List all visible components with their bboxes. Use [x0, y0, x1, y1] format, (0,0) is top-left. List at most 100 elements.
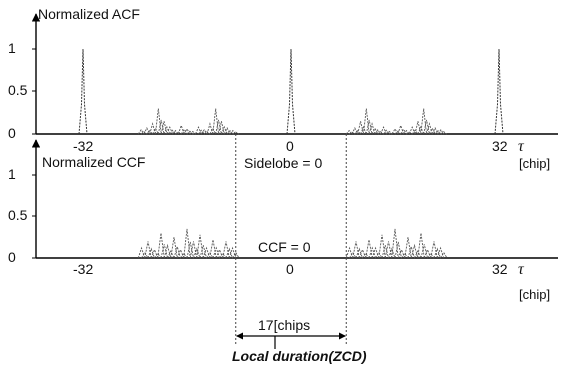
acf-region-1-bump-12 [414, 121, 422, 135]
acf-region-0-subbump-12 [209, 127, 217, 135]
acf-marks [32, 48, 504, 135]
acf-region-1-bump-10 [403, 129, 410, 135]
ccf-region-0-bump-11 [209, 239, 217, 259]
acf-region-0-bump-9 [189, 130, 196, 135]
ccf-region-0-subbump-2 [154, 252, 162, 259]
acf-region-0-subbump-6 [175, 131, 182, 135]
acf-region-0-bump-2 [149, 122, 156, 135]
ccf-region-0-subbump-8 [193, 247, 201, 259]
ccf-region-1-subbump-7 [394, 241, 402, 259]
acf-region-0-bump-4 [160, 121, 168, 135]
acf-region-0-bump-16 [229, 129, 237, 135]
ccf-region-1-subbump-6 [388, 247, 396, 259]
ccf-region-0-bump-5 [170, 237, 178, 259]
acf-region-0-subbump-5 [169, 129, 176, 135]
acf-ytick-0: 0 [8, 125, 16, 141]
acf-region-0-subbump-9 [192, 132, 199, 135]
acf-region-1-subbump-1 [354, 130, 361, 135]
acf-region-1-bump-16 [437, 128, 445, 135]
ccf-region-0-bump-14 [228, 246, 237, 259]
ccf-x-unit: [chip] [519, 287, 550, 302]
ccf-region-0-bump-3 [157, 233, 165, 259]
acf-region-1-subbump-11 [411, 129, 419, 135]
acf-region-1-subbump-2 [360, 125, 367, 135]
ccf-region-1-bump-2 [358, 248, 367, 259]
acf-region-0-bump-1 [143, 127, 151, 135]
acf-region-1-bump-0 [345, 129, 353, 135]
acf-region-1-subbump-13 [423, 119, 430, 135]
acf-region-1-bump-3 [363, 108, 370, 135]
ccf-region-0-bump-8 [189, 241, 198, 259]
acf-ytick-1: 1 [8, 40, 16, 56]
acf-region-0-bump-15 [223, 127, 231, 135]
acf-region-0-subbump-11 [203, 131, 211, 135]
acf-x-symbol: τ [518, 138, 525, 155]
acf-region-1-subbump-16 [440, 131, 447, 135]
ccf-region-0-bump-7 [183, 228, 191, 259]
acf-region-0-subbump-16 [232, 131, 239, 135]
acf-region-1-subbump-7 [389, 132, 396, 135]
acf-region-0-bump-5 [166, 126, 174, 135]
acf-panel: Normalized ACF 1 0.5 0 -32 0 32 τ [chip]… [8, 6, 558, 171]
acf-peak-2 [494, 48, 504, 135]
acf-region-0-subbump-4 [163, 125, 171, 135]
ccf-panel: Normalized CCF 1 0.5 0 -32 0 32 τ [chip]… [8, 139, 558, 302]
acf-region-0-subbump-15 [226, 130, 234, 135]
ccf-region-1-bump-14 [436, 246, 445, 259]
acf-region-1-bump-1 [351, 127, 359, 135]
acf-region-0-subbump-7 [180, 128, 188, 135]
ccf-title: Normalized CCF [42, 154, 145, 170]
acf-annotation: Sidelobe = 0 [244, 155, 322, 171]
ccf-region-1-bump-8 [397, 248, 406, 259]
acf-xtick-0: 0 [286, 138, 294, 154]
acf-region-0-bump-10 [195, 126, 202, 135]
acf-region-0-bump-14 [218, 121, 225, 135]
acf-region-0-subbump-13 [215, 119, 222, 135]
acf-region-1-subbump-6 [383, 129, 390, 135]
acf-region-1-bump-6 [380, 126, 387, 135]
ccf-region-1-subbump-13 [433, 247, 441, 259]
ccf-x-symbol: τ [518, 261, 525, 278]
ccf-ytick-0: 0 [8, 249, 16, 265]
ccf-region-1-bump-1 [352, 241, 360, 259]
ccf-region-1-bump-11 [417, 233, 425, 259]
ccf-region-0-bump-0 [137, 246, 146, 259]
acf-ytick-0.5: 0.5 [8, 82, 28, 98]
acf-region-1-subbump-15 [434, 130, 442, 135]
acf-region-1-subbump-3 [365, 119, 373, 135]
acf-region-1-subbump-5 [377, 131, 384, 135]
zcd-span-label: 17[chips [258, 317, 310, 333]
acf-region-0-bump-6 [172, 129, 179, 135]
ccf-region-0-subbump-3 [160, 244, 168, 259]
acf-region-0-subbump-2 [152, 127, 159, 135]
ccf-region-0-subbump-6 [180, 252, 188, 259]
acf-peak-0 [78, 48, 88, 135]
acf-region-0-bump-3 [155, 108, 162, 135]
acf-region-1-bump-5 [374, 128, 382, 135]
acf-region-0-subbump-1 [146, 130, 153, 135]
ccf-region-0-subbump-13 [225, 247, 233, 259]
acf-xtick-32: 32 [492, 138, 508, 154]
ccf-region-0-subbump-1 [147, 247, 155, 259]
ccf-region-1-subbump-4 [375, 251, 383, 259]
ccf-ytick-1: 1 [8, 166, 16, 182]
ccf-region-0-bump-4 [163, 243, 172, 259]
ccf-region-1-bump-6 [384, 241, 393, 259]
ccf-region-0-bump-1 [144, 241, 152, 259]
ccf-region-1-bump-0 [345, 246, 354, 259]
ccf-region-0-subbump-14 [232, 251, 240, 259]
ccf-xtick-neg32: -32 [73, 261, 93, 277]
acf-region-1-subbump-10 [406, 131, 413, 135]
zcd-caption: Local duration(ZCD) [232, 348, 367, 364]
acf-region-1-subbump-8 [394, 130, 402, 135]
ccf-region-1-subbump-5 [381, 245, 389, 259]
ccf-region-1-subbump-2 [362, 252, 370, 259]
acf-region-1-subbump-4 [371, 127, 379, 135]
acf-region-0-subbump-14 [220, 125, 228, 135]
ccf-xtick-32: 32 [492, 261, 508, 277]
acf-region-1-bump-11 [408, 126, 416, 135]
ccf-region-1-subbump-12 [427, 252, 435, 259]
acf-x-unit: [chip] [519, 156, 550, 171]
ccf-region-0-subbump-12 [219, 252, 227, 259]
